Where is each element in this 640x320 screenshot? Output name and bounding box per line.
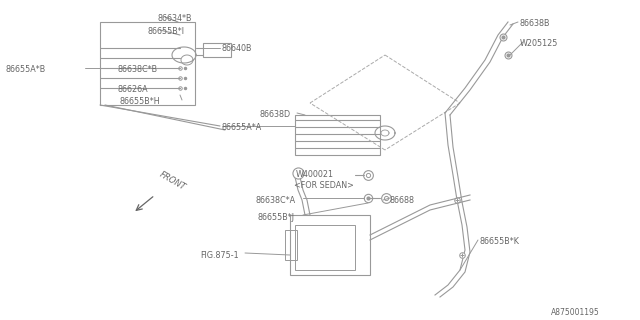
Bar	[100, 22, 195, 105]
Bar	[285, 230, 297, 260]
Text: 86640B: 86640B	[222, 44, 253, 53]
Bar	[295, 225, 355, 270]
Text: 86655B*K: 86655B*K	[480, 237, 520, 246]
Text: 86655B*J: 86655B*J	[257, 213, 294, 222]
Text: 86634*B: 86634*B	[158, 14, 193, 23]
Text: 86638C*A: 86638C*A	[255, 196, 295, 205]
Text: A875001195: A875001195	[550, 308, 600, 317]
Text: 86655B*H: 86655B*H	[120, 97, 161, 106]
Text: 86688: 86688	[390, 196, 415, 205]
Text: 86638D: 86638D	[260, 110, 291, 119]
Text: FIG.875-1: FIG.875-1	[200, 251, 239, 260]
Text: 86638C*B: 86638C*B	[118, 65, 158, 74]
Text: 86638B: 86638B	[520, 19, 550, 28]
Text: W400021: W400021	[296, 170, 334, 179]
Text: 86655B*I: 86655B*I	[148, 27, 185, 36]
Text: 86655A*B: 86655A*B	[5, 65, 45, 74]
Text: 86626A: 86626A	[118, 85, 148, 94]
Text: <FOR SEDAN>: <FOR SEDAN>	[294, 181, 354, 190]
Bar	[290, 215, 370, 275]
Text: 86655A*A: 86655A*A	[222, 123, 262, 132]
Bar	[295, 115, 380, 155]
Bar	[203, 43, 231, 57]
Text: W205125: W205125	[520, 39, 558, 48]
Text: FRONT: FRONT	[158, 170, 188, 192]
